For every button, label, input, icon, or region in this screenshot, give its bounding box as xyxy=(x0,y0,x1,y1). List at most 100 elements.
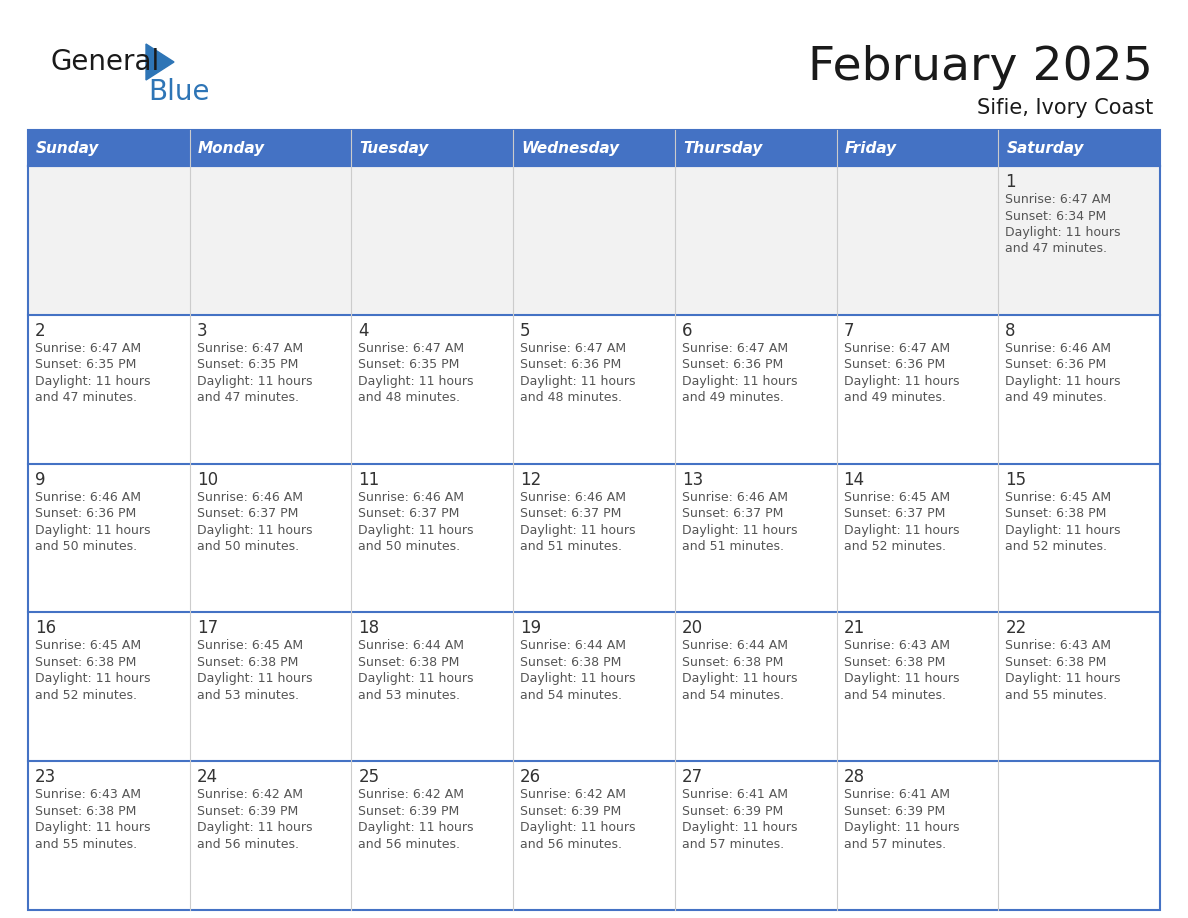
Text: and 53 minutes.: and 53 minutes. xyxy=(359,688,461,702)
Text: Sunrise: 6:44 AM: Sunrise: 6:44 AM xyxy=(682,640,788,653)
Text: and 51 minutes.: and 51 minutes. xyxy=(682,540,784,554)
Text: and 50 minutes.: and 50 minutes. xyxy=(197,540,299,554)
Text: Sifie, Ivory Coast: Sifie, Ivory Coast xyxy=(977,98,1154,118)
Text: Sunset: 6:37 PM: Sunset: 6:37 PM xyxy=(197,507,298,521)
Bar xyxy=(190,166,352,315)
Text: and 56 minutes.: and 56 minutes. xyxy=(359,838,461,851)
Bar xyxy=(675,130,836,166)
Text: 9: 9 xyxy=(34,471,45,488)
Bar xyxy=(998,761,1159,910)
Text: Sunset: 6:37 PM: Sunset: 6:37 PM xyxy=(682,507,783,521)
Bar xyxy=(29,612,190,761)
Text: Sunset: 6:35 PM: Sunset: 6:35 PM xyxy=(359,358,460,371)
Bar xyxy=(675,166,836,315)
Text: 26: 26 xyxy=(520,768,542,786)
Text: Daylight: 11 hours: Daylight: 11 hours xyxy=(197,523,312,537)
Text: Sunset: 6:39 PM: Sunset: 6:39 PM xyxy=(520,805,621,818)
Text: Sunrise: 6:46 AM: Sunrise: 6:46 AM xyxy=(359,490,465,504)
Text: and 47 minutes.: and 47 minutes. xyxy=(197,391,298,404)
Text: Sunrise: 6:46 AM: Sunrise: 6:46 AM xyxy=(197,490,303,504)
Bar xyxy=(998,464,1159,612)
Text: 13: 13 xyxy=(682,471,703,488)
Text: February 2025: February 2025 xyxy=(808,46,1154,91)
Bar xyxy=(836,761,998,910)
Text: Daylight: 11 hours: Daylight: 11 hours xyxy=(843,672,959,686)
Text: and 50 minutes.: and 50 minutes. xyxy=(359,540,461,554)
Text: and 54 minutes.: and 54 minutes. xyxy=(682,688,784,702)
Text: Daylight: 11 hours: Daylight: 11 hours xyxy=(682,375,797,387)
Text: Blue: Blue xyxy=(148,78,209,106)
Bar xyxy=(513,612,675,761)
Text: 21: 21 xyxy=(843,620,865,637)
Bar xyxy=(29,166,190,315)
Text: and 55 minutes.: and 55 minutes. xyxy=(1005,688,1107,702)
Text: Daylight: 11 hours: Daylight: 11 hours xyxy=(682,523,797,537)
Bar xyxy=(998,166,1159,315)
Text: Sunset: 6:38 PM: Sunset: 6:38 PM xyxy=(34,805,137,818)
Bar xyxy=(836,612,998,761)
Text: Daylight: 11 hours: Daylight: 11 hours xyxy=(843,523,959,537)
Bar xyxy=(513,315,675,464)
Text: Sunrise: 6:44 AM: Sunrise: 6:44 AM xyxy=(359,640,465,653)
Text: Daylight: 11 hours: Daylight: 11 hours xyxy=(520,672,636,686)
Text: Sunrise: 6:47 AM: Sunrise: 6:47 AM xyxy=(197,341,303,354)
Text: 28: 28 xyxy=(843,768,865,786)
Text: Sunrise: 6:46 AM: Sunrise: 6:46 AM xyxy=(520,490,626,504)
Text: Daylight: 11 hours: Daylight: 11 hours xyxy=(197,672,312,686)
Bar xyxy=(190,315,352,464)
Bar xyxy=(352,315,513,464)
Bar xyxy=(836,130,998,166)
Text: Daylight: 11 hours: Daylight: 11 hours xyxy=(520,375,636,387)
Text: Daylight: 11 hours: Daylight: 11 hours xyxy=(359,822,474,834)
Bar xyxy=(352,166,513,315)
Text: Sunrise: 6:47 AM: Sunrise: 6:47 AM xyxy=(520,341,626,354)
Text: Sunset: 6:36 PM: Sunset: 6:36 PM xyxy=(520,358,621,371)
Text: and 47 minutes.: and 47 minutes. xyxy=(1005,242,1107,255)
Text: 23: 23 xyxy=(34,768,56,786)
Text: Daylight: 11 hours: Daylight: 11 hours xyxy=(34,822,151,834)
Text: 4: 4 xyxy=(359,322,369,340)
Text: 27: 27 xyxy=(682,768,703,786)
Text: Sunset: 6:36 PM: Sunset: 6:36 PM xyxy=(1005,358,1106,371)
Text: Sunrise: 6:42 AM: Sunrise: 6:42 AM xyxy=(359,789,465,801)
Bar xyxy=(352,612,513,761)
Text: Sunset: 6:38 PM: Sunset: 6:38 PM xyxy=(843,655,944,669)
Text: Daylight: 11 hours: Daylight: 11 hours xyxy=(34,523,151,537)
Bar xyxy=(190,761,352,910)
Text: Sunset: 6:37 PM: Sunset: 6:37 PM xyxy=(359,507,460,521)
Text: Monday: Monday xyxy=(197,140,265,155)
Text: Daylight: 11 hours: Daylight: 11 hours xyxy=(34,672,151,686)
Text: and 49 minutes.: and 49 minutes. xyxy=(682,391,784,404)
Text: 11: 11 xyxy=(359,471,380,488)
Text: Daylight: 11 hours: Daylight: 11 hours xyxy=(1005,375,1120,387)
Text: Sunset: 6:38 PM: Sunset: 6:38 PM xyxy=(359,655,460,669)
Text: 15: 15 xyxy=(1005,471,1026,488)
Bar xyxy=(836,166,998,315)
Text: Sunrise: 6:47 AM: Sunrise: 6:47 AM xyxy=(1005,193,1112,206)
Text: 6: 6 xyxy=(682,322,693,340)
Text: 20: 20 xyxy=(682,620,703,637)
Text: and 49 minutes.: and 49 minutes. xyxy=(843,391,946,404)
Text: Sunset: 6:38 PM: Sunset: 6:38 PM xyxy=(34,655,137,669)
Text: 10: 10 xyxy=(197,471,217,488)
Text: Sunset: 6:37 PM: Sunset: 6:37 PM xyxy=(843,507,944,521)
Bar xyxy=(513,761,675,910)
Text: 12: 12 xyxy=(520,471,542,488)
Bar xyxy=(29,464,190,612)
Text: Sunset: 6:38 PM: Sunset: 6:38 PM xyxy=(1005,507,1107,521)
Text: 24: 24 xyxy=(197,768,217,786)
Text: Daylight: 11 hours: Daylight: 11 hours xyxy=(1005,226,1120,239)
Text: and 48 minutes.: and 48 minutes. xyxy=(359,391,461,404)
Text: and 50 minutes.: and 50 minutes. xyxy=(34,540,137,554)
Text: Sunrise: 6:43 AM: Sunrise: 6:43 AM xyxy=(843,640,949,653)
Text: Daylight: 11 hours: Daylight: 11 hours xyxy=(359,375,474,387)
Text: Friday: Friday xyxy=(845,140,897,155)
Text: and 47 minutes.: and 47 minutes. xyxy=(34,391,137,404)
Bar xyxy=(675,761,836,910)
Text: Sunset: 6:36 PM: Sunset: 6:36 PM xyxy=(843,358,944,371)
Text: and 49 minutes.: and 49 minutes. xyxy=(1005,391,1107,404)
Text: Daylight: 11 hours: Daylight: 11 hours xyxy=(34,375,151,387)
Text: and 57 minutes.: and 57 minutes. xyxy=(682,838,784,851)
Text: Sunset: 6:39 PM: Sunset: 6:39 PM xyxy=(682,805,783,818)
Text: Sunrise: 6:43 AM: Sunrise: 6:43 AM xyxy=(1005,640,1111,653)
